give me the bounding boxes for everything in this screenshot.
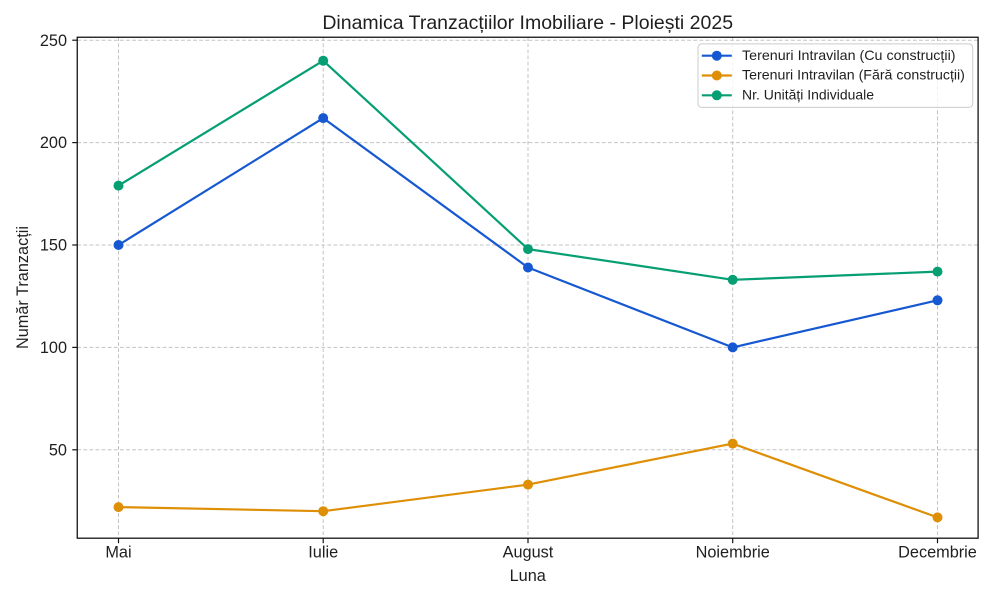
- svg-text:Iulie: Iulie: [308, 544, 338, 562]
- svg-text:Luna: Luna: [510, 567, 547, 585]
- svg-text:Nr. Unități Individuale: Nr. Unități Individuale: [742, 86, 874, 102]
- svg-text:50: 50: [49, 441, 67, 459]
- svg-text:Număr Tranzacții: Număr Tranzacții: [14, 226, 32, 349]
- svg-text:Mai: Mai: [105, 544, 131, 562]
- svg-text:Dinamica Tranzacțiilor Imobili: Dinamica Tranzacțiilor Imobiliare - Ploi…: [322, 12, 733, 34]
- svg-text:Terenuri Intravilan (Fără cons: Terenuri Intravilan (Fără construcții): [742, 67, 965, 83]
- svg-text:100: 100: [40, 339, 67, 357]
- svg-text:150: 150: [40, 237, 67, 255]
- svg-text:200: 200: [40, 134, 67, 152]
- svg-text:August: August: [503, 544, 554, 562]
- svg-text:Noiembrie: Noiembrie: [696, 544, 770, 562]
- svg-text:Decembrie: Decembrie: [898, 544, 977, 562]
- svg-text:250: 250: [40, 32, 67, 50]
- svg-text:Terenuri Intravilan (Cu constr: Terenuri Intravilan (Cu construcții): [742, 47, 956, 63]
